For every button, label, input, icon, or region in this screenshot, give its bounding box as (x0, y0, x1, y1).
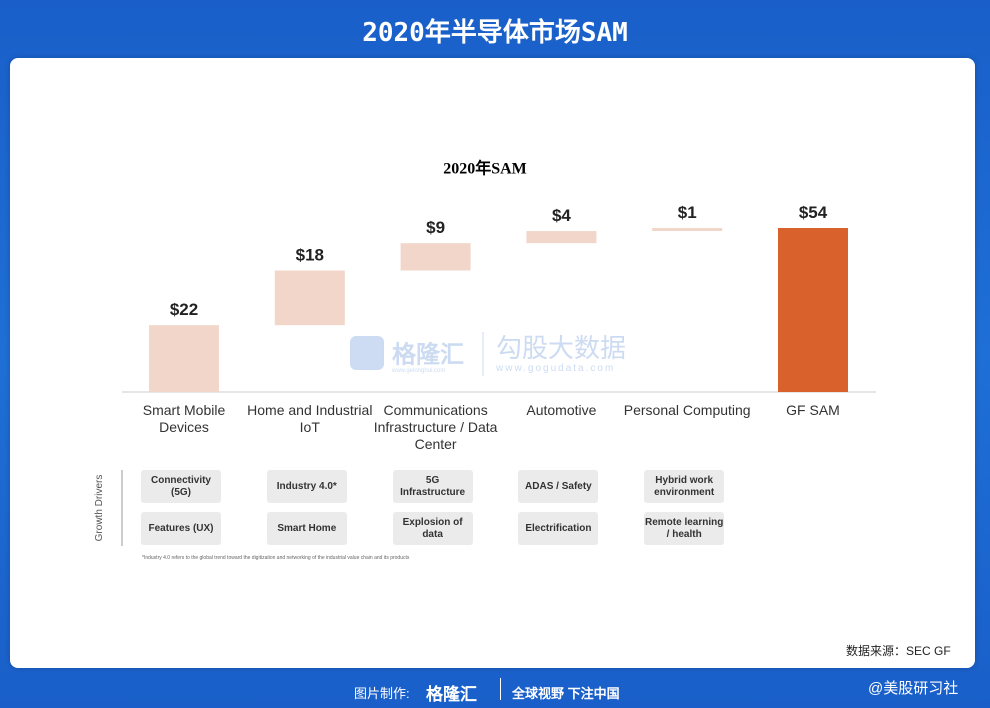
driver-box: Smart Home (266, 512, 347, 545)
footer-brand: 格隆汇 (426, 685, 477, 704)
value-label: $4 (552, 206, 571, 225)
source: 数据来源：SEC GF (846, 643, 951, 658)
driver-box: Remote learning / health (644, 512, 725, 545)
footnote: *Industry 4.0 refers to the global trend… (142, 555, 410, 561)
watermark-brand-url: www.gelonghui.com (391, 368, 445, 374)
bar (778, 228, 848, 392)
driver-box: Electrification (518, 512, 599, 545)
x-tick-label: Smart Mobile Devices (142, 402, 226, 435)
bar (526, 231, 597, 244)
footer-divider (500, 678, 501, 700)
x-tick-label: Home and Industrial IoT (247, 402, 373, 435)
driver-box: ADAS / Safety (518, 470, 599, 503)
value-label: $9 (426, 218, 445, 237)
bar (149, 325, 219, 392)
footer-slogan: 全球视野 下注中国 (512, 686, 620, 701)
driver-box: 5G Infrastructure (392, 470, 473, 503)
x-tick-label: Personal Computing (623, 402, 751, 418)
value-label: $22 (170, 300, 198, 319)
footer-handle: @美股研习社 (868, 680, 959, 697)
watermark-url: www.gogudata.com (495, 363, 615, 374)
drivers-label: Growth Drivers (94, 475, 105, 542)
watermark-name: 勾股大数据 (496, 333, 626, 363)
chart-title: 2020年SAM (443, 159, 527, 178)
bar (274, 270, 345, 326)
x-tick-label: Automotive (526, 402, 597, 418)
bar (652, 228, 723, 232)
page-title: 2020年半导体市场SAM (362, 18, 628, 48)
watermark-logo (350, 336, 384, 370)
value-label: $54 (799, 203, 828, 222)
driver-box: Industry 4.0* (266, 470, 347, 503)
watermark: 格隆汇 www.gelonghui.com 勾股大数据 www.gogudata… (350, 332, 626, 376)
driver-box: Explosion of data (392, 512, 473, 545)
footer-made-by: 图片制作: (354, 686, 410, 701)
x-tick-label: Communications Infrastructure / Data Cen… (373, 402, 498, 452)
bar (400, 243, 471, 271)
driver-box: Hybrid work environment (644, 470, 725, 503)
x-tick-label: GF SAM (786, 402, 840, 418)
value-label: $1 (678, 203, 697, 222)
watermark-brand: 格隆汇 (392, 340, 464, 368)
value-label: $18 (296, 246, 324, 265)
driver-box: Connectivity (5G) (141, 470, 221, 503)
driver-box: Features (UX) (141, 512, 221, 545)
